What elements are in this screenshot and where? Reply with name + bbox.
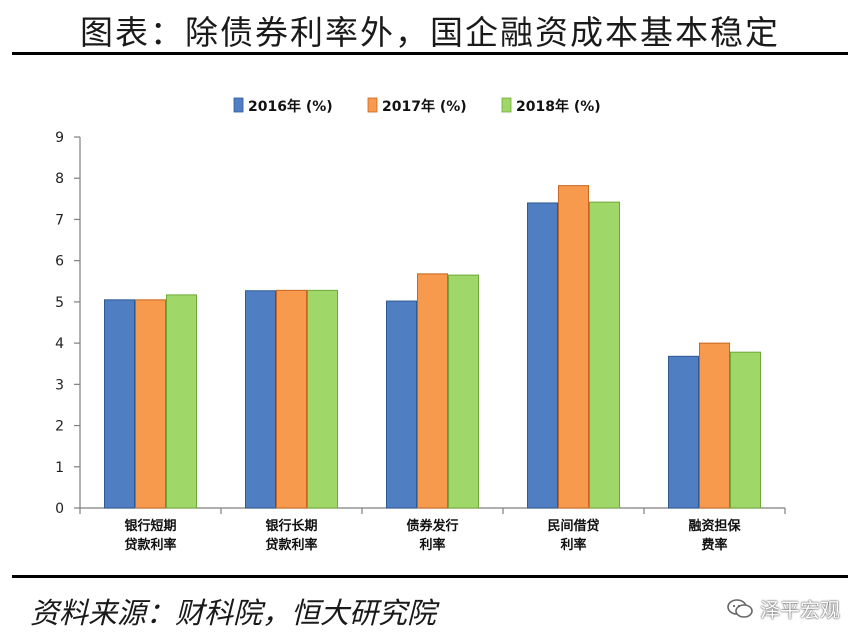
x-category-label: 银行短期贷款利率 xyxy=(124,518,176,553)
bar xyxy=(386,300,417,509)
source-note: 资料来源：财科院，恒大研究院 xyxy=(30,596,437,630)
x-category-label-line: 贷款利率 xyxy=(265,537,317,553)
watermark: 泽平宏观 xyxy=(726,594,840,623)
bar xyxy=(448,274,479,509)
x-category-label-line: 债券发行 xyxy=(406,518,458,534)
legend-swatch xyxy=(233,97,244,113)
bar xyxy=(699,342,730,509)
x-category-label-line: 银行长期 xyxy=(265,518,317,534)
legend-label: 2016年 (%) xyxy=(248,98,333,115)
bar xyxy=(589,201,620,509)
bar-chart: 2016年 (%) 2017年 (%) 2018年 (%) 0 1 2 3 4 5 6 7 8 9 银… xyxy=(55,97,786,553)
x-category-label-line: 利率 xyxy=(560,537,586,553)
bar xyxy=(307,289,338,509)
legend-swatch xyxy=(501,97,512,113)
bar xyxy=(166,294,197,509)
chart-title: 图表：除债券利率外，国企融资成本基本稳定 xyxy=(80,13,780,52)
x-category-label-line: 银行短期 xyxy=(124,518,176,534)
x-category-label-line: 利率 xyxy=(419,537,445,553)
x-category-label-line: 贷款利率 xyxy=(124,537,176,553)
watermark-text: 泽平宏观 xyxy=(760,598,840,622)
x-category-label: 融资担保费率 xyxy=(688,518,741,553)
x-category-label-line: 民间借贷 xyxy=(547,518,599,534)
title-divider xyxy=(12,52,848,55)
bar xyxy=(730,351,761,509)
legend-label: 2017年 (%) xyxy=(382,98,467,115)
y-axis: 0 1 2 3 4 5 6 7 8 9 xyxy=(55,130,81,517)
y-tick-label: 2 xyxy=(55,419,64,435)
bar xyxy=(417,273,448,509)
bar xyxy=(527,202,558,509)
y-tick-label: 6 xyxy=(55,254,64,270)
bar xyxy=(668,355,699,509)
y-tick-label: 7 xyxy=(55,212,64,228)
x-category-label: 债券发行利率 xyxy=(406,518,458,553)
bar xyxy=(135,299,166,509)
legend-swatch xyxy=(367,97,378,113)
bar xyxy=(558,185,589,509)
y-tick-label: 3 xyxy=(55,377,64,393)
bars xyxy=(104,185,761,509)
source-divider xyxy=(12,575,848,578)
y-tick-label: 0 xyxy=(55,501,64,517)
x-category-label-line: 费率 xyxy=(701,537,727,553)
y-tick-label: 5 xyxy=(55,295,64,311)
y-tick-label: 8 xyxy=(55,171,64,187)
legend-label: 2018年 (%) xyxy=(516,98,601,115)
bar xyxy=(245,290,276,509)
x-category-label: 银行长期贷款利率 xyxy=(265,518,317,553)
x-category-label-line: 融资担保 xyxy=(688,518,741,534)
x-category-label: 民间借贷利率 xyxy=(547,518,599,553)
y-tick-label: 9 xyxy=(55,130,64,146)
y-tick-label: 4 xyxy=(55,336,64,352)
wechat-icon xyxy=(727,598,753,618)
bar xyxy=(104,299,135,509)
legend: 2016年 (%) 2017年 (%) 2018年 (%) xyxy=(233,97,601,115)
y-tick-label: 1 xyxy=(55,460,64,476)
bar xyxy=(276,289,307,509)
